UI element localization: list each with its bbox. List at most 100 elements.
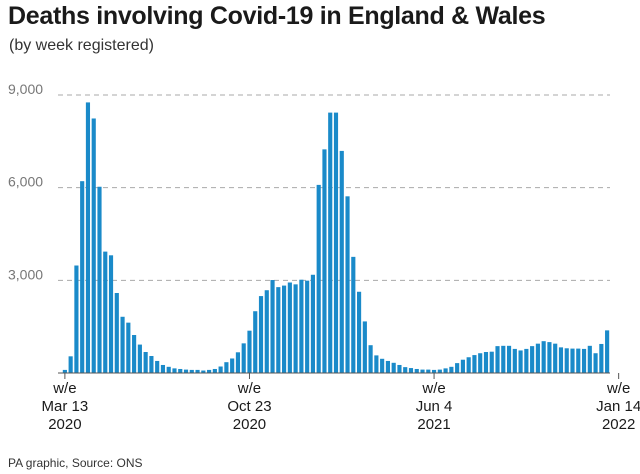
bar-week-35: [258, 296, 264, 373]
bar-week-68: [449, 366, 454, 373]
bar-week-30: [230, 358, 235, 373]
bar-week-47: [328, 112, 333, 374]
bar-week-7: [97, 186, 102, 373]
bar-week-29: [224, 362, 229, 373]
bar-week-83: [535, 343, 540, 373]
x-tick-label-2-line-2: 2021: [417, 416, 450, 433]
bar-week-18: [160, 364, 166, 373]
bar-week-72: [472, 355, 477, 373]
bar-week-62: [414, 368, 419, 373]
y-tick-label-9000: 9,000: [8, 81, 43, 97]
bar-week-21: [178, 368, 183, 373]
bar-week-84: [541, 341, 546, 373]
bar-week-82: [530, 346, 535, 373]
bar-week-32: [241, 343, 246, 373]
bar-week-6: [91, 118, 96, 373]
bar-week-24: [195, 369, 200, 373]
bar-week-34: [253, 311, 258, 373]
bar-week-73: [478, 353, 483, 373]
bar-week-25: [201, 370, 206, 373]
bar-week-56: [380, 358, 385, 373]
bar-week-79: [512, 348, 517, 373]
bar-week-2: [68, 356, 73, 373]
bar-week-59: [397, 364, 402, 373]
bar-week-92: [587, 345, 592, 373]
bar-week-94: [599, 343, 604, 373]
bar-week-69: [455, 363, 460, 373]
bar-week-66: [437, 369, 442, 373]
bar-week-90: [576, 348, 581, 373]
bar-week-8: [103, 251, 108, 373]
bar-week-60: [403, 367, 408, 373]
bar-week-46: [322, 149, 327, 373]
bar-week-36: [264, 290, 269, 373]
bar-week-58: [391, 362, 396, 373]
chart-subtitle: (by week registered): [9, 37, 154, 54]
bar-week-86: [553, 343, 558, 373]
bar-week-9: [108, 255, 114, 373]
y-tick-label-6000: 6,000: [8, 174, 43, 190]
tick-marks: [64, 373, 620, 379]
bar-week-3: [74, 265, 79, 373]
bar-week-80: [518, 350, 523, 373]
bar-week-87: [558, 347, 564, 373]
bar-week-33: [247, 330, 252, 373]
bar-week-39: [282, 285, 287, 373]
bar-week-43: [305, 280, 310, 373]
bar-week-67: [443, 368, 448, 373]
bar-week-55: [374, 355, 379, 373]
bar-week-14: [137, 344, 142, 373]
y-tick-labels: 3,000 6,000 9,000: [8, 81, 43, 282]
bar-week-5: [85, 102, 91, 373]
x-tick-label-1-line-1: Oct 23: [227, 398, 271, 415]
bar-week-22: [183, 369, 189, 373]
bar-week-12: [126, 322, 131, 373]
bar-week-81: [524, 348, 529, 373]
bar-week-85: [547, 342, 552, 373]
bar-week-17: [155, 360, 160, 373]
bar-week-50: [345, 196, 350, 373]
bar-week-78: [506, 345, 512, 373]
bar-week-20: [172, 368, 177, 373]
x-tick-label-3-line-2: 2022: [602, 416, 635, 433]
bar-week-88: [564, 348, 569, 373]
bar-week-70: [460, 359, 465, 373]
bar-week-61: [408, 368, 414, 373]
x-tick-label-0-line-2: 2020: [48, 416, 81, 433]
bar-week-71: [466, 357, 471, 373]
bar-week-38: [276, 287, 281, 373]
bar-week-95: [605, 330, 610, 373]
bar-week-65: [431, 369, 437, 373]
bar-week-93: [593, 353, 598, 373]
bar-week-51: [351, 256, 356, 373]
source-note: PA graphic, Source: ONS: [8, 456, 143, 470]
bar-week-19: [166, 366, 171, 373]
bar-week-89: [570, 348, 575, 373]
bar-week-40: [287, 282, 292, 373]
x-tick-label-1-line-0: w/e: [237, 380, 261, 397]
bar-week-45: [316, 184, 321, 373]
bar-week-28: [218, 366, 223, 373]
bar-week-26: [207, 369, 212, 373]
bar-week-13: [132, 335, 137, 373]
bar-week-54: [368, 345, 373, 373]
x-tick-label-3-line-0: w/e: [606, 380, 630, 397]
bars: [62, 102, 610, 374]
bar-week-49: [339, 150, 344, 373]
bar-week-74: [483, 352, 489, 373]
bar-week-52: [357, 291, 362, 373]
bar-week-4: [80, 181, 85, 373]
bar-week-16: [149, 356, 154, 373]
bar-week-76: [495, 346, 500, 373]
bar-week-37: [270, 280, 275, 373]
bar-week-75: [489, 351, 494, 373]
bar-week-53: [362, 321, 367, 373]
bar-week-10: [114, 293, 119, 373]
y-tick-label-3000: 3,000: [8, 266, 43, 282]
bar-week-77: [501, 345, 506, 373]
x-tick-label-0-line-1: Mar 13: [42, 398, 89, 415]
bar-week-41: [293, 284, 298, 373]
bar-week-91: [581, 348, 587, 373]
